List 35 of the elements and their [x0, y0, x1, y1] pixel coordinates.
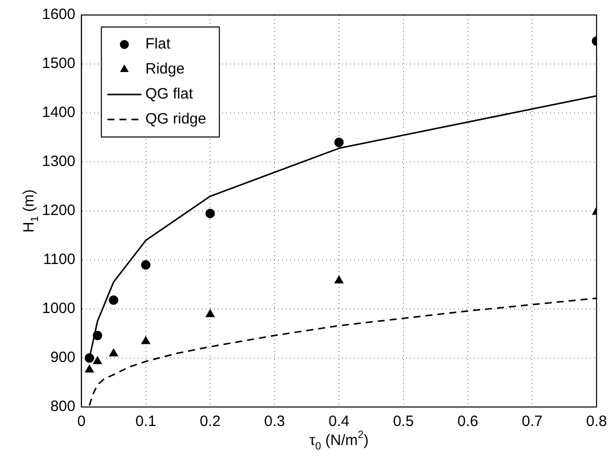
y-tick-label: 900 [50, 349, 76, 366]
x-tick-label: 0.6 [457, 413, 478, 430]
y-tick-label: 1200 [42, 202, 76, 220]
x-tick-label: 0.7 [522, 413, 543, 430]
y-tick-label: 1000 [42, 300, 76, 318]
legend-label: Flat [145, 36, 172, 53]
y-tick-label: 1100 [43, 251, 76, 268]
point [85, 365, 94, 373]
point [108, 295, 118, 305]
point [109, 348, 118, 356]
point [334, 138, 344, 148]
x-tick-label: 0.8 [586, 413, 608, 430]
x-tick-label: 0.1 [135, 413, 156, 430]
point [92, 330, 102, 340]
legend-label: Ridge [145, 60, 185, 78]
x-tick-label: 0 [77, 413, 86, 430]
legend-label: QG flat [145, 86, 194, 103]
y-tick-label: 800 [50, 398, 76, 416]
point [84, 353, 94, 363]
x-tick-label: 0.4 [328, 413, 350, 430]
point [334, 276, 344, 284]
y-tick-label: 1300 [42, 153, 76, 170]
x-tick-label: 0.3 [264, 413, 285, 430]
y-tick-label: 1500 [42, 55, 76, 72]
x-tick-label: 0.2 [200, 413, 221, 430]
legend-label: QG ridge [145, 110, 206, 128]
point [206, 310, 214, 318]
y-tick-label: 1600 [42, 6, 76, 24]
point [93, 356, 102, 364]
y-tick-label: 1400 [42, 104, 76, 122]
x-tick-label: 0.5 [392, 413, 414, 430]
point [205, 208, 215, 218]
point [142, 336, 150, 344]
point [141, 260, 151, 270]
y-axis-title: H1 (m) [20, 189, 41, 233]
